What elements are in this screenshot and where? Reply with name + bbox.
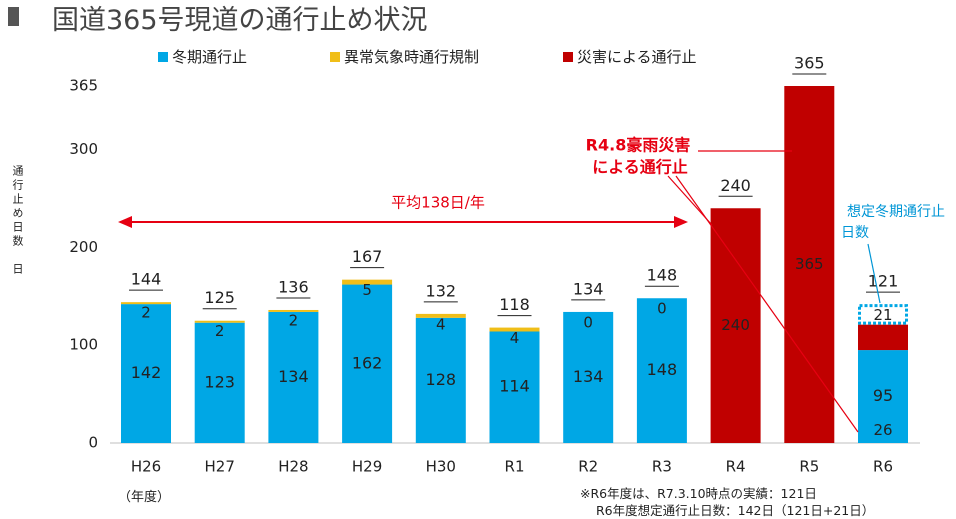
y-tick-label: 0	[88, 434, 98, 452]
total-label: 365	[794, 54, 825, 73]
weather-value-label: 4	[510, 329, 520, 347]
disaster-leader-r6	[675, 175, 859, 433]
x-tick-label: H30	[426, 458, 456, 476]
average-label: 平均138日/年	[391, 194, 485, 212]
bar-segment	[194, 320, 245, 323]
bar-segment	[268, 311, 319, 443]
bar-segment	[636, 298, 687, 443]
bar-segment	[784, 86, 835, 443]
total-label: 167	[352, 247, 383, 266]
disaster-annotation-line-2: による通行止	[592, 158, 688, 177]
projected-annotation-line-2: 日数	[841, 225, 869, 241]
x-tick-label: R3	[652, 458, 672, 476]
total-label: 118	[499, 295, 530, 314]
y-tick-label: 200	[69, 238, 98, 256]
bar-segment	[415, 317, 466, 443]
total-label: 125	[204, 288, 235, 307]
weather-value-label: 2	[141, 304, 151, 322]
total-label: 132	[426, 281, 457, 300]
legend-item-weather: 異常気象時通行規制	[330, 46, 479, 67]
bar-segment	[415, 313, 466, 318]
x-tick-label: H27	[205, 458, 235, 476]
bar-segment	[121, 302, 171, 305]
legend-item-winter: 冬期通行止	[158, 46, 247, 67]
projected-segment	[858, 304, 908, 325]
weather-value-label: 0	[583, 313, 593, 331]
legend-swatch-weather	[330, 51, 340, 62]
disaster-value-label: 240	[721, 316, 750, 334]
winter-value-label: 95	[873, 386, 893, 405]
bar-segment	[858, 324, 908, 351]
disaster-annotation-line-1: R4.8豪雨災害	[586, 136, 691, 155]
legend-label-weather: 異常気象時通行規制	[344, 48, 480, 66]
average-arrow-right-head	[674, 216, 688, 228]
bar-segment	[563, 311, 614, 443]
x-axis-unit: （年度）	[118, 490, 171, 505]
note-line-1: ※R6年度は、R7.3.10時点の実績：121日	[580, 486, 817, 501]
x-tick-label: H28	[278, 458, 308, 476]
note-line-2: R6年度想定通行止日数：142日（121日+21日）	[596, 503, 875, 518]
total-label: 148	[647, 266, 678, 285]
bar-segment	[858, 350, 908, 443]
legend-label-winter: 冬期通行止	[172, 48, 248, 66]
winter-value-label: 128	[426, 370, 457, 389]
legend-item-disaster: 災害による通行止	[563, 46, 697, 67]
x-tick-label: R2	[578, 458, 598, 476]
weather-value-label: 5	[362, 281, 372, 299]
bar-segment	[268, 309, 319, 312]
average-arrow-left-head	[118, 216, 132, 228]
projected-segment-label: 21	[873, 306, 892, 324]
projected-annotation-line-1: 想定冬期通行止	[847, 204, 945, 220]
weather-value-label: 2	[289, 311, 299, 329]
weather-value-label: 2	[215, 322, 225, 340]
x-tick-label: R4	[726, 458, 746, 476]
winter-value-label: 134	[278, 367, 309, 386]
bar-segment	[342, 284, 393, 443]
y-tick-label: 300	[69, 140, 98, 158]
winter-value-label: 134	[573, 367, 604, 386]
disaster-value-label: 26	[873, 421, 892, 439]
bar-segment	[489, 327, 540, 332]
weather-value-label: 0	[657, 300, 667, 318]
winter-value-label: 148	[647, 360, 678, 379]
winter-value-label: 142	[131, 363, 162, 382]
x-tick-label: H29	[352, 458, 382, 476]
legend-swatch-winter	[158, 51, 168, 62]
x-tick-label: R6	[873, 458, 893, 476]
bar-segment	[489, 331, 540, 443]
x-tick-label: H26	[131, 458, 161, 476]
winter-value-label: 114	[499, 377, 530, 396]
legend-swatch-disaster	[563, 51, 573, 62]
total-label: 134	[573, 279, 604, 298]
y-tick-label: 365	[69, 77, 98, 95]
total-label: 144	[131, 270, 162, 289]
bar-segment	[194, 322, 245, 443]
page-title: 国道365号現道の通行止め状況	[52, 5, 428, 36]
bar-segment	[710, 208, 761, 443]
title-marker	[8, 7, 19, 26]
legend-label-disaster: 災害による通行止	[577, 48, 697, 66]
total-label: 136	[278, 277, 309, 296]
bar-segment	[342, 279, 393, 285]
total-label: 121	[868, 272, 899, 291]
total-label: 240	[720, 176, 751, 195]
disaster-value-label: 365	[795, 255, 824, 273]
projected-leader	[867, 243, 881, 304]
winter-value-label: 162	[352, 353, 383, 372]
x-tick-label: R1	[505, 458, 525, 476]
bar-segment	[121, 304, 171, 443]
x-tick-label: R5	[799, 458, 819, 476]
y-axis-label: 通行止め日数 日	[11, 165, 24, 277]
weather-value-label: 4	[436, 315, 446, 333]
y-tick-label: 100	[69, 336, 98, 354]
winter-value-label: 123	[204, 372, 235, 391]
